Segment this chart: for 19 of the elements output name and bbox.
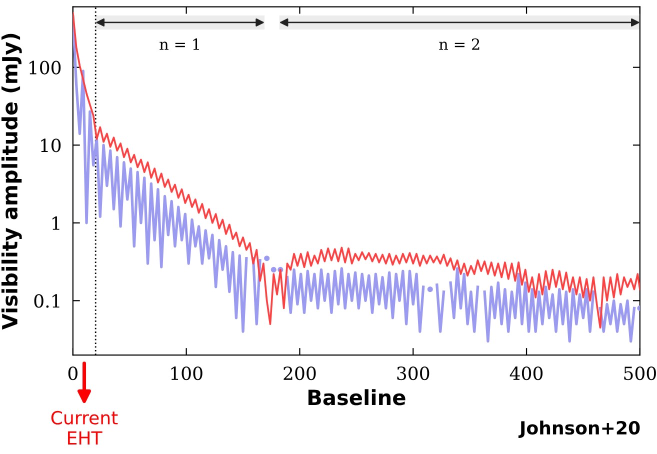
x-axis-title: Baseline [308, 389, 406, 406]
x-tick-label: 500 [624, 366, 656, 380]
y-tick-label: 10 [41, 138, 61, 152]
text: Johnson+20 [518, 420, 640, 438]
y-axis-title: Visibility amplitude (mJy) [1, 34, 22, 330]
y-tick-label: 0.1 [34, 294, 60, 308]
band-label: n = 2 [439, 38, 480, 50]
x-tick-label: 200 [284, 366, 316, 380]
point [427, 286, 433, 292]
x-tick-label: 0 [68, 366, 78, 380]
x-tick-label: 300 [397, 366, 430, 380]
x-tick-label: 100 [171, 366, 202, 380]
point [270, 266, 276, 272]
text: Current EHT [51, 410, 118, 445]
x-tick-label: 400 [510, 366, 543, 380]
y-tick-label: 100 [30, 60, 61, 74]
band-label: n = 1 [160, 38, 199, 50]
point [264, 256, 270, 262]
y-tick-label: 1 [52, 216, 60, 230]
